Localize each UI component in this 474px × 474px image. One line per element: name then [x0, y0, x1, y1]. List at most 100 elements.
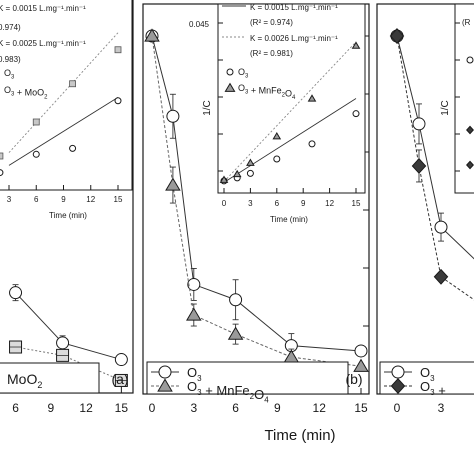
panel-b-inset-mnfe2o4-point: [219, 175, 229, 183]
panel-a-o3-point: [9, 286, 23, 300]
panel-a-inset-o3-point: [0, 169, 4, 177]
panel-a-legend-moo2: MoO2: [7, 371, 42, 390]
panel-b-inset-mnfe2o4-point: [307, 94, 317, 102]
panel-a-moo2-point: [9, 340, 23, 354]
panel-b-inset-xtick-label: 6: [275, 199, 280, 208]
panel-b-o3-point: [354, 344, 368, 358]
legend-text: O: [254, 387, 264, 402]
panel-b-inset-legend-marker-o3: [226, 68, 234, 76]
panel-b-inset-xtick-label: 15: [352, 199, 361, 208]
panel-a-xtick-label: 15: [115, 401, 129, 415]
legend-subscript: 3: [11, 75, 15, 81]
panel-a-inset-xtick-label: 9: [61, 195, 66, 204]
panel-a-inset-moo2-point: [0, 152, 4, 160]
panel-a-inset-o3-point: [114, 97, 122, 105]
panel-b-o3-point: [229, 293, 243, 307]
panel-c-legend-o3: O3: [420, 365, 435, 383]
legend-subscript: 3: [430, 374, 435, 383]
panel-c-inset-point: [466, 125, 474, 135]
panel-a-inset-frame: [0, 0, 133, 191]
legend-text: O: [420, 379, 430, 394]
panel-a-inset-annotation: 0.974): [0, 23, 21, 32]
panel-b-inset-xtick-label: 0: [222, 199, 227, 208]
legend-text: + MnFe: [248, 86, 281, 96]
panel-b-inset-o3-point: [246, 169, 254, 177]
legend-text: O: [4, 68, 11, 78]
legend-text: O: [238, 83, 245, 93]
legend-subscript: 3: [197, 374, 202, 383]
legend-text: O: [4, 85, 11, 95]
panel-a-inset-annotation: 0.983): [0, 55, 21, 64]
panel-a-inset-o3-point: [69, 144, 77, 152]
panel-c-o3-point: [434, 220, 448, 234]
panel-a-xtick-label: 6: [12, 401, 19, 415]
legend-subscript: 3: [11, 92, 15, 98]
panel-a-inset-moo2-point: [32, 118, 40, 126]
panel-c-second-line: [396, 35, 474, 301]
panel-b-ytick-label: 0.045: [189, 20, 210, 29]
panel-b-inset-xlabel: Time (min): [270, 215, 308, 224]
legend-text: O: [187, 379, 197, 394]
panel-a-o3-point: [114, 353, 128, 367]
legend-subscript: 3: [245, 90, 249, 96]
panel-c-legend-marker-o3: [391, 365, 405, 379]
legend-text: MoO: [7, 371, 37, 387]
legend-subscript: 3: [197, 388, 202, 397]
panel-a-inset-xtick-label: 12: [86, 195, 95, 204]
panel-b-mnfe2o4-point: [186, 307, 202, 321]
panel-a-inset-moo2-point: [69, 80, 76, 88]
panel-a-xtick-label: 12: [79, 401, 93, 415]
legend-text: +: [435, 383, 446, 398]
panel-b-inset-ylabel: 1/C: [202, 100, 213, 116]
panel-b-o3-line: [151, 35, 362, 352]
panel-c-inset-frame: [454, 3, 474, 194]
panel-b-inset-legend-mnfe2o4: O3 + MnFe2O4: [238, 83, 296, 101]
panel-b-mnfe2o4-point: [144, 28, 160, 42]
panel-a-inset-annotation: K = 0.0015 L.mg⁻¹.min⁻¹: [0, 4, 86, 13]
panel-c-second-point: [411, 158, 427, 174]
panel-b-inset-fit-mnfe2o4: [223, 41, 357, 182]
panel-b-inset-mnfe2o4-point: [272, 132, 282, 140]
panel-b-legend-mnfe2o4: O3 + MnFe2O4: [187, 379, 269, 405]
panel-b-o3-point: [187, 277, 201, 291]
panel-b-xtick-label: 9: [274, 401, 281, 415]
panel-a-inset-o3-point: [32, 150, 40, 158]
panel-c-xtick-label: 0: [394, 401, 401, 415]
legend-text: O: [238, 67, 245, 77]
panel-b-inset-annotation: (R² = 0.981): [250, 49, 293, 58]
panel-b-xtick-label: 12: [313, 401, 327, 415]
legend-subscript: 2: [282, 92, 286, 98]
panel-c-o3-line: [396, 35, 474, 260]
panel-c-inset-annotation: (R: [462, 18, 471, 27]
panel-b-xtick-label: 0: [149, 401, 156, 415]
panel-b-inset-xtick-label: 9: [301, 199, 306, 208]
panel-a-inset-fit-o3: [8, 96, 119, 166]
panel-a-inset-xlabel: Time (min): [49, 211, 87, 220]
panel-a-moo2-point: [56, 348, 70, 362]
panel-b-inset-o3-point: [352, 110, 360, 118]
panel-a-inset-legend-moo2: O3 + MoO2: [4, 85, 48, 100]
legend-subscript: 2: [44, 94, 48, 100]
panel-b-mnfe2o4-point: [165, 177, 181, 191]
panel-b-inset-o3-point: [273, 155, 281, 163]
panel-a-inset-legend-o3: O3: [4, 68, 15, 81]
panel-c-inset-point: [466, 56, 474, 64]
panel-c-second-point: [389, 28, 405, 44]
legend-text: O: [420, 365, 430, 380]
panel-a-label: (a): [111, 371, 128, 387]
panel-b-label: (b): [345, 371, 362, 387]
panel-a-inset-xtick-label: 6: [34, 195, 39, 204]
panel-b-inset-xtick-label: 12: [325, 199, 334, 208]
legend-subscript: 2: [250, 392, 255, 401]
panel-c-xtick-label: 3: [438, 401, 445, 415]
panel-b-mnfe2o4-line: [151, 35, 362, 367]
legend-text: + MoO: [14, 88, 44, 98]
panel-b-inset-annotation: K = 0.0026 L.mg⁻¹.min⁻¹: [250, 34, 338, 43]
panel-b-inset-legend-marker-mnfe2o4: [224, 82, 236, 92]
panel-a-xtick-label: 9: [47, 401, 54, 415]
panel-a-inset-xtick-label: 3: [7, 195, 12, 204]
panel-a-inset-fit-moo2: [8, 32, 119, 153]
panel-c-o3-point: [412, 117, 426, 131]
panel-b-inset-xtick-label: 3: [248, 199, 253, 208]
panel-b-inset-o3-point: [308, 140, 316, 148]
